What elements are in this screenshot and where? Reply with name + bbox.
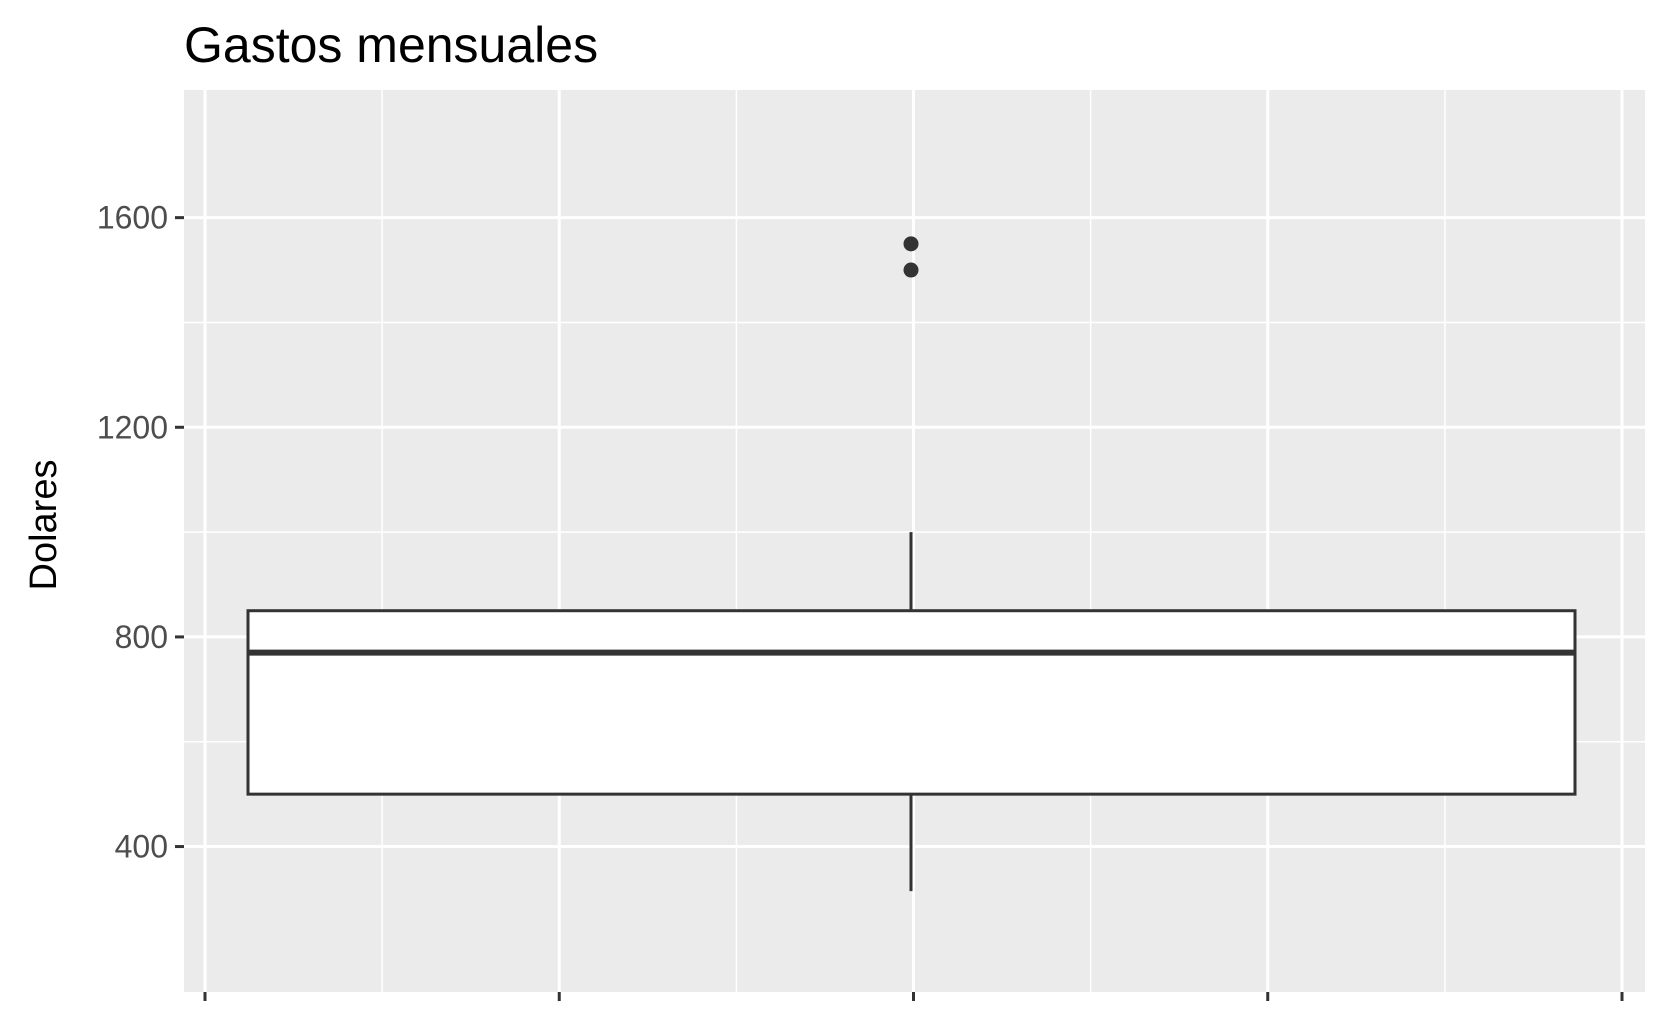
- y-axis-title: Dolares: [23, 460, 65, 591]
- chart-title: Gastos mensuales: [184, 17, 598, 73]
- box-iqr: [246, 609, 1577, 796]
- y-tick-label: 1600: [97, 200, 168, 236]
- y-tick-label: 400: [115, 829, 168, 865]
- outlier-point: [903, 262, 919, 278]
- outlier-point: [903, 236, 919, 252]
- box-series: [246, 236, 1577, 892]
- y-tick-label: 800: [115, 619, 168, 655]
- y-tick-label: 1200: [97, 409, 168, 445]
- axes: 400 800 1200 1600: [97, 200, 1624, 1001]
